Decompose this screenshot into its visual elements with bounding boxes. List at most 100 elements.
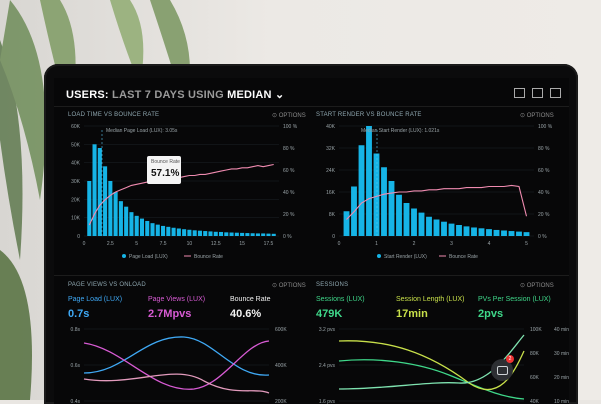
legend-swatch (122, 254, 126, 258)
bar (478, 228, 485, 236)
legend-label: Start Render (LUX) (384, 254, 427, 260)
kpi-sessions-label: Sessions (LUX) (316, 296, 365, 303)
y-tick-label: 24K (326, 168, 336, 174)
y2-tick-label: 40 % (538, 190, 550, 196)
bar (213, 231, 218, 236)
bar (486, 229, 492, 236)
plant-leaves (0, 0, 190, 400)
y2-tick-label: 0 % (283, 234, 292, 240)
bar (388, 181, 395, 236)
bar (426, 216, 432, 236)
kpi-pageviews-label: Page Views (LUX) (148, 296, 206, 303)
bar (343, 211, 350, 236)
bar (129, 212, 134, 236)
dashboard-screen: USERS: LAST 7 DAYS USING MEDIAN ⌄ LOAD T… (54, 78, 569, 404)
y2-tick-label: 40 min (554, 327, 569, 333)
x-tick-label: 12.5 (211, 241, 221, 247)
pageviews-line (83, 340, 270, 390)
bar (182, 229, 187, 236)
bar (203, 231, 208, 236)
bar (108, 181, 113, 236)
kpi-sessionlength-label: Session Length (LUX) (396, 296, 465, 303)
kpi-pageload-label: Page Load (LUX) (68, 296, 123, 303)
bar (418, 212, 425, 236)
chat-button[interactable] (491, 359, 513, 381)
bar (240, 232, 245, 236)
panel-load-options[interactable]: ⊙ OPTIONS (272, 113, 306, 119)
bar (176, 228, 181, 236)
bar (139, 218, 145, 236)
x-tick-label: 4 (488, 241, 491, 247)
bar (456, 225, 462, 236)
y2-tick-label: 80 % (283, 146, 295, 152)
header-using: USING (188, 89, 224, 101)
kpi-sessions-value: 479K (316, 308, 343, 320)
panel-sessions-options[interactable]: ⊙ OPTIONS (520, 283, 554, 289)
y-tick-label: 16K (326, 190, 336, 196)
panel-sessions-title: SESSIONS (316, 282, 349, 288)
bar (192, 230, 197, 236)
header-stat[interactable]: MEDIAN (227, 89, 272, 101)
header-period[interactable]: LAST 7 DAYS (112, 89, 185, 101)
bar (250, 233, 255, 236)
panel-pageviews-title: PAGE VIEWS VS ONLOAD (68, 282, 146, 288)
bar (234, 232, 239, 236)
expand-icon[interactable] (550, 88, 561, 98)
bar (411, 208, 417, 236)
notification-badge: 2 (506, 355, 514, 363)
bar (493, 229, 500, 236)
monitor-icon[interactable] (514, 88, 525, 98)
x-tick-label: 7.5 (160, 241, 167, 247)
y2-tick-label: 40 % (283, 190, 295, 196)
y-tick-label: 60K (71, 124, 81, 130)
bar (103, 166, 108, 236)
sessions-line (338, 359, 525, 400)
y2-tick-label: 60 % (283, 168, 295, 174)
bar (381, 167, 387, 236)
panel-render-options[interactable]: ⊙ OPTIONS (520, 113, 554, 119)
bounce-tooltip: Bounce Rate 57.1% (147, 156, 181, 184)
bar (197, 230, 202, 236)
y-tick-label: 30K (71, 179, 81, 185)
panel-load-title: LOAD TIME VS BOUNCE RATE (68, 112, 160, 118)
bar (501, 230, 507, 236)
bar (171, 227, 176, 236)
bar (271, 233, 276, 236)
y-tick-label: 40K (326, 124, 336, 130)
y2-tick-label: 100 % (283, 124, 298, 130)
bar (471, 227, 477, 236)
bar (366, 126, 372, 236)
y2-tick-label: 20 % (538, 212, 550, 218)
bar (403, 203, 410, 236)
bounce-line (83, 373, 270, 394)
bar (155, 224, 160, 236)
laptop: USERS: LAST 7 DAYS USING MEDIAN ⌄ LOAD T… (44, 64, 578, 404)
bar (145, 220, 150, 236)
image-icon[interactable] (532, 88, 543, 98)
bar (441, 221, 447, 236)
bar (124, 206, 129, 236)
y-tick-label: 40K (71, 161, 81, 167)
y-tick-label: 0 (332, 234, 335, 240)
chevron-down-icon[interactable]: ⌄ (274, 89, 285, 101)
bounce-rate-line (346, 184, 528, 220)
bar (523, 232, 530, 236)
bar (229, 232, 234, 236)
bar (161, 225, 166, 236)
bounce-rate-line (88, 163, 274, 226)
y-tick-label: 3.2 pvs (319, 327, 336, 333)
bar (266, 233, 271, 236)
x-tick-label: 10 (187, 241, 193, 247)
y-tick-label: 8K (329, 212, 336, 218)
panel-pageviews-options[interactable]: ⊙ OPTIONS (272, 283, 306, 289)
bar (218, 231, 224, 236)
y-tick-label: 2.4 pvs (319, 363, 336, 369)
x-tick-label: 3 (450, 241, 453, 247)
dashboard-header: USERS: LAST 7 DAYS USING MEDIAN ⌄ (66, 88, 284, 101)
y2-tick-label: 30 min (554, 351, 569, 357)
bar (255, 233, 260, 236)
kpi-pvspersession-label: PVs Per Session (LUX) (478, 296, 551, 303)
chat-icon (496, 365, 508, 375)
